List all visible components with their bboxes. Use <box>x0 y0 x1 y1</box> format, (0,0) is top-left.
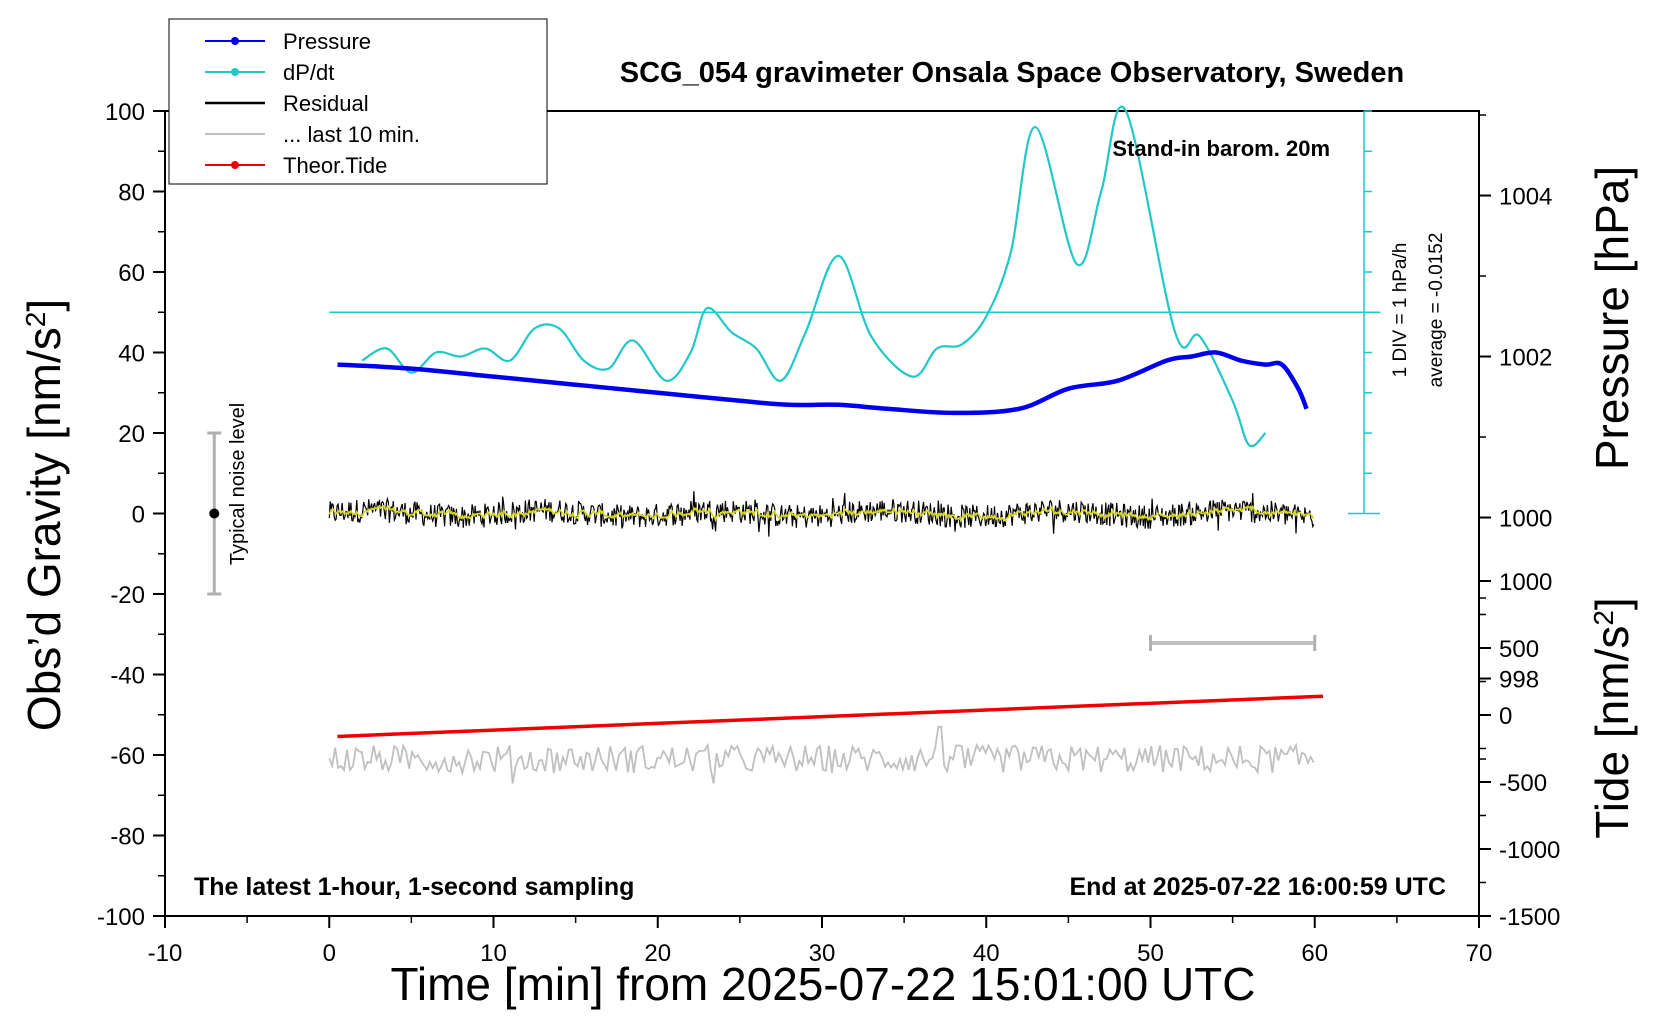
x-tick-label: 0 <box>323 940 336 967</box>
stand-in-barometer-note: Stand-in barom. 20m <box>1112 136 1330 161</box>
y-tick-label: 0 <box>132 502 145 529</box>
legend-label: ... last 10 min. <box>283 122 420 147</box>
x-tick-label: 50 <box>1137 940 1164 967</box>
y-axis-title-pressure: Pressure [hPa] <box>1586 166 1638 470</box>
last-10-min-series <box>328 725 1315 784</box>
x-tick-label: 20 <box>644 940 671 967</box>
x-tick-label: 40 <box>973 940 1000 967</box>
y-tick-label: 80 <box>118 180 145 207</box>
y-tick-label: 100 <box>105 99 145 126</box>
x-tick-label: 70 <box>1466 940 1493 967</box>
end-time-note: End at 2025-07-22 16:00:59 UTC <box>1069 873 1446 901</box>
y-axis-title-gravity: Obs’d Gravity [nm/s2] <box>18 299 70 731</box>
x-tick-label: 30 <box>809 940 836 967</box>
residual-smoothed-series <box>328 504 1315 523</box>
dpdt-series <box>361 105 1267 448</box>
sampling-note: The latest 1-hour, 1-second sampling <box>194 873 634 901</box>
x-tick-label: -10 <box>148 940 183 967</box>
y-tick-label: 20 <box>118 421 145 448</box>
y-axis-tide: -1500 -1000 -500 0 500 1000 <box>1479 569 1560 931</box>
tide-tick-label: 0 <box>1499 703 1512 730</box>
y-axis-gravity: -100 -80 -60 -40 -20 0 20 40 60 80 100 <box>97 99 165 931</box>
pressure-tick-label: 1002 <box>1499 345 1552 372</box>
legend-marker <box>231 68 239 76</box>
x-axis-title: Time [min] from 2025-07-22 15:01:00 UTC <box>391 958 1256 1010</box>
legend-label: Theor.Tide <box>283 153 387 178</box>
x-tick-label: 60 <box>1301 940 1328 967</box>
legend-label: dP/dt <box>283 60 334 85</box>
theoretical-tide-series <box>337 694 1324 739</box>
y-tick-label: -100 <box>97 904 145 931</box>
last-10-min-range-bar <box>1149 635 1317 651</box>
y-tick-label: 40 <box>118 341 145 368</box>
y-tick-label: -80 <box>110 824 145 851</box>
tide-tick-label: 500 <box>1499 636 1539 663</box>
tide-tick-label: -1500 <box>1499 904 1560 931</box>
legend: Pressure dP/dt Residual ... last 10 min. The… <box>168 18 548 185</box>
tide-tick-label: -500 <box>1499 770 1547 797</box>
y-tick-label: 60 <box>118 260 145 287</box>
legend-box <box>168 18 548 185</box>
noise-level-label: Typical noise level <box>227 403 249 565</box>
dpdt-division-label: 1 DIV = 1 hPa/h <box>1390 243 1411 378</box>
typical-noise-level-bar <box>207 431 222 596</box>
y-axis-title-tide: Tide [nm/s2] <box>1586 597 1638 838</box>
pressure-series <box>337 350 1309 416</box>
legend-label: Residual <box>283 91 369 116</box>
x-tick-label: 10 <box>480 940 507 967</box>
pressure-tick-label: 1004 <box>1499 184 1552 211</box>
y-axis-pressure: 998 1000 1002 1004 <box>1479 114 1552 760</box>
tide-tick-label: -1000 <box>1499 837 1560 864</box>
pressure-tick-label: 1000 <box>1499 506 1552 533</box>
y-tick-label: -20 <box>110 582 145 609</box>
legend-marker <box>231 161 239 169</box>
y-tick-label: -40 <box>110 663 145 690</box>
y-tick-label: -60 <box>110 743 145 770</box>
legend-label: Pressure <box>283 29 371 54</box>
dpdt-average-label: average = -0.0152 <box>1426 233 1447 388</box>
legend-marker <box>231 37 239 45</box>
chart-title: SCG_054 gravimeter Onsala Space Observat… <box>620 57 1404 89</box>
pressure-tick-label: 998 <box>1499 667 1539 694</box>
noise-bar-center <box>209 508 220 519</box>
x-axis: -10 0 10 20 30 40 50 60 70 <box>148 916 1493 967</box>
tide-tick-label: 1000 <box>1499 569 1552 596</box>
